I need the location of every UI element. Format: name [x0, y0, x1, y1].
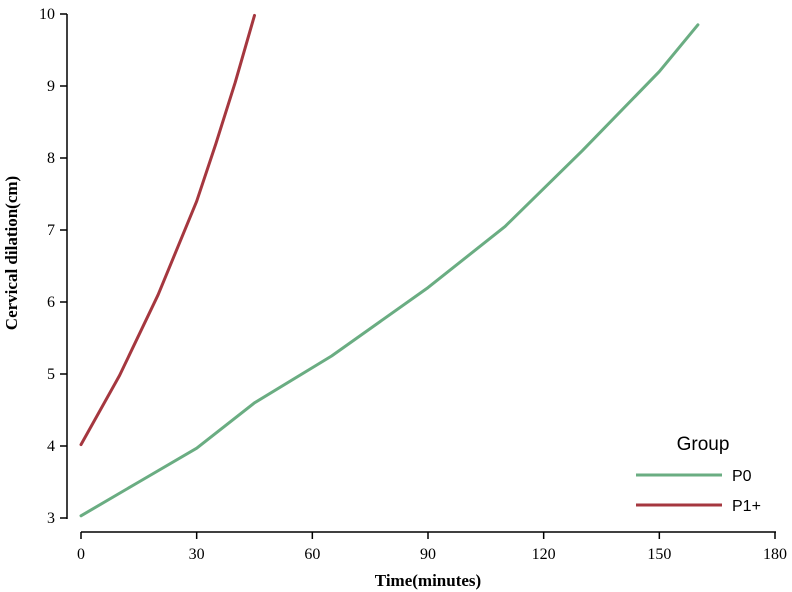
x-tick-label: 30	[189, 546, 205, 563]
x-tick-label: 60	[304, 546, 320, 563]
y-tick-label: 3	[47, 510, 55, 527]
x-tick-label: 150	[647, 546, 671, 563]
legend: Group P0 P1+	[636, 434, 761, 515]
series-line-p0	[79, 23, 700, 518]
legend-label-p0: P0	[732, 468, 752, 485]
legend-label-p1: P1+	[732, 498, 761, 515]
y-axis-title: Cervical dilation(cm)	[2, 176, 21, 330]
series-line-p1	[79, 13, 256, 447]
legend-title: Group	[677, 434, 730, 455]
series-layer	[79, 13, 700, 518]
x-axis-title: Time(minutes)	[375, 571, 481, 590]
y-tick-label: 9	[47, 78, 55, 95]
x-tick-label: 180	[763, 546, 787, 563]
x-tick-label: 0	[77, 546, 85, 563]
y-tick-label: 7	[47, 222, 55, 239]
x-tick-label: 120	[532, 546, 556, 563]
y-tick-label: 8	[47, 150, 55, 167]
y-tick-label: 5	[47, 366, 55, 383]
y-tick-label: 6	[47, 294, 55, 311]
y-tick-label: 10	[39, 6, 55, 23]
axes: 3 4 5 6 7 8 9 10 0 30 60 90 120 150 180	[39, 6, 787, 563]
x-tick-label: 90	[420, 546, 436, 563]
y-tick-label: 4	[47, 438, 55, 455]
